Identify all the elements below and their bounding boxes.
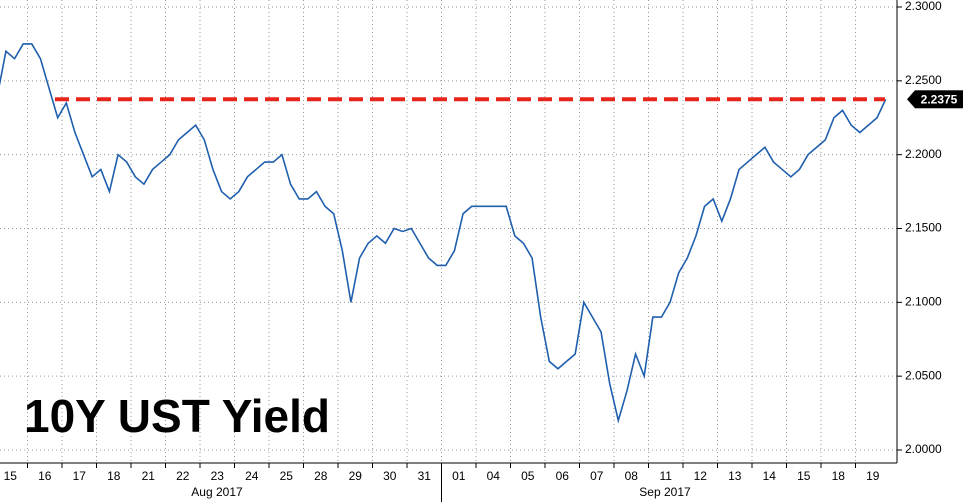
x-tick-label: 17 [73,469,87,483]
y-tick-label: 2.0500 [905,368,942,382]
x-tick-label: 07 [590,469,604,483]
month-label: Sep 2017 [639,485,691,499]
x-tick-label: 13 [728,469,742,483]
y-tick-label: 2.1500 [905,221,942,235]
month-label: Aug 2017 [191,485,243,499]
last-price-label: 2.2375 [921,92,958,106]
x-tick-label: 25 [280,469,294,483]
x-tick-label: 15 [797,469,811,483]
last-price-box [915,90,963,109]
x-tick-label: 06 [556,469,570,483]
x-tick-label: 28 [314,469,328,483]
x-tick-label: 18 [832,469,846,483]
y-tick-label: 2.1000 [905,295,942,309]
x-tick-label: 30 [383,469,397,483]
y-tick-label: 2.0000 [905,442,942,456]
x-tick-label: 14 [763,469,777,483]
x-tick-label: 24 [245,469,259,483]
x-tick-label: 18 [107,469,121,483]
x-tick-label: 19 [866,469,880,483]
x-tick-label: 04 [487,469,501,483]
chart-title: 10Y UST Yield [24,390,330,442]
x-tick-label: 01 [452,469,466,483]
x-tick-label: 11 [660,469,673,483]
y-tick-label: 2.2000 [905,147,942,161]
x-tick-label: 16 [38,469,52,483]
x-tick-label: 15 [4,469,18,483]
x-tick-label: 21 [142,469,156,483]
y-tick-label: 2.2500 [905,73,942,87]
x-tick-label: 23 [211,469,225,483]
x-tick-label: 22 [176,469,190,483]
x-tick-label: 31 [418,469,432,483]
yield-line [0,43,887,424]
y-tick-label: 2.3000 [905,0,942,13]
last-price-pointer [907,90,915,109]
x-tick-label: 08 [625,469,639,483]
x-tick-label: 12 [694,469,708,483]
x-tick-label: 29 [349,469,363,483]
x-tick-label: 05 [521,469,535,483]
